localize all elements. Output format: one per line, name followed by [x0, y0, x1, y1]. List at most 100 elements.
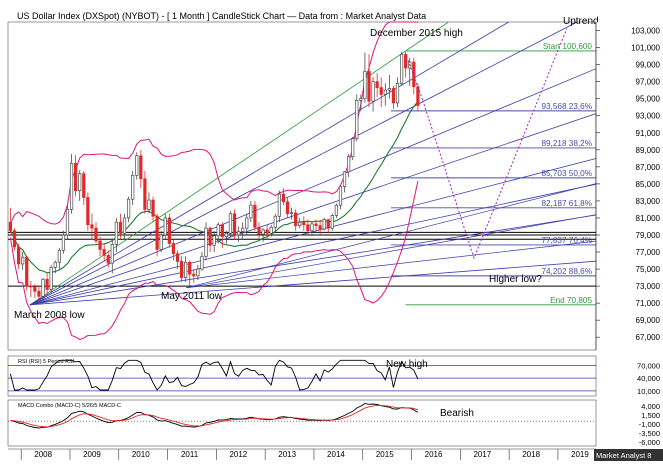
- price-tick-label: 91,000: [636, 129, 661, 138]
- annotation-label: Uptrend: [563, 16, 599, 27]
- price-tick-label: 69,000: [636, 316, 661, 325]
- candle-body: [16, 246, 21, 265]
- price-tick-label: 85,000: [636, 180, 661, 189]
- annotations: December 2015 high Uptrend Higher low? May …: [14, 16, 599, 321]
- candle-body: [379, 87, 383, 95]
- macd-panel: MACD Combo (MACD-C) 5/26/5 MACD-C 4,0001,…: [7, 399, 660, 447]
- time-tick-label: 2016: [425, 450, 443, 459]
- price-tick-label: 87,000: [636, 163, 661, 172]
- candle-body: [318, 225, 322, 230]
- candle-body: [53, 261, 57, 268]
- fib-level-label: Start 100,600: [543, 42, 593, 51]
- candle-body: [228, 213, 233, 234]
- candle-body: [155, 215, 159, 250]
- candle-body: [342, 171, 347, 187]
- candle-body: [261, 229, 265, 235]
- rsi-panel: RSI (RSI) 5 Period RSI 70,000 40,000 10,000…: [7, 355, 660, 397]
- fan-line: [29, 21, 449, 306]
- candle-body: [171, 243, 176, 255]
- rsi-tick-label: 10,000: [637, 387, 660, 396]
- fan-line: [29, 214, 597, 306]
- time-tick-label: 2008: [34, 450, 52, 459]
- rsi-frame: [7, 355, 597, 397]
- fan-line: [29, 183, 597, 306]
- candle-body: [90, 224, 94, 229]
- candle-body: [12, 230, 17, 248]
- annotation-label: May 2011 low: [161, 291, 223, 302]
- candle-body: [29, 285, 33, 288]
- candle-body: [391, 88, 396, 104]
- candle-body: [294, 212, 298, 226]
- candle-body: [338, 186, 343, 206]
- candle-body: [387, 88, 391, 91]
- candle-body: [8, 221, 13, 232]
- fan-line: [29, 158, 597, 306]
- candle-body: [347, 156, 351, 173]
- rsi-line: [9, 359, 419, 391]
- fib-level-label: 82,187 61,8%: [541, 199, 592, 208]
- candle-body: [404, 54, 408, 69]
- candle-body: [306, 224, 310, 232]
- candle-body: [102, 249, 106, 256]
- candle-body: [383, 89, 387, 95]
- price-tick-label: 75,000: [636, 265, 661, 274]
- price-tick-label: 71,000: [636, 299, 661, 308]
- candle-body: [114, 221, 118, 245]
- watermark-text: Market Analyst 8: [596, 451, 651, 460]
- macd-annotation: Bearish: [440, 408, 474, 419]
- fan-line: [29, 113, 597, 306]
- candle-body: [269, 226, 273, 234]
- candle-body: [82, 173, 86, 198]
- candle-body: [94, 227, 98, 242]
- candle-body: [363, 71, 367, 100]
- candle-body: [253, 204, 257, 228]
- macd-frame: [7, 399, 597, 447]
- candle-body: [314, 223, 318, 226]
- candle-body: [78, 173, 82, 192]
- candle-body: [37, 290, 41, 297]
- price-tick-label: 89,000: [636, 146, 661, 155]
- price-tick-label: 83,000: [636, 197, 661, 206]
- candle-body: [371, 81, 375, 102]
- watermark-bg: [594, 449, 663, 461]
- candle-body: [245, 217, 249, 229]
- candle-body: [216, 224, 220, 237]
- macd-label: MACD Combo (MACD-C) 5/26/5 MACD-C: [18, 403, 121, 409]
- price-tick-label: 93,000: [636, 112, 661, 121]
- annotation-label: March 2008 low: [14, 310, 85, 321]
- candle-body: [159, 234, 163, 250]
- macd-tick-label: 4,000: [641, 402, 660, 411]
- time-tick-label: 2010: [132, 450, 150, 459]
- candle-body: [65, 209, 70, 236]
- candle-body: [167, 217, 171, 244]
- annotation-label: December 2015 high: [370, 28, 463, 39]
- candle-body: [359, 98, 363, 101]
- candle-body: [25, 256, 29, 287]
- time-tick-label: 2011: [181, 450, 199, 459]
- price-tick-label: 101,000: [631, 44, 660, 53]
- price-tick-label: 103,000: [631, 27, 660, 36]
- candle-body: [188, 261, 192, 275]
- candle-body: [175, 253, 180, 262]
- candle-body: [302, 221, 306, 226]
- candle-body: [179, 261, 184, 278]
- price-tick-label: 67,000: [636, 333, 661, 342]
- candle-body: [285, 201, 290, 215]
- candle-body: [45, 278, 49, 290]
- candle-body: [69, 163, 74, 210]
- candle-body: [106, 255, 110, 264]
- candle-body: [367, 71, 371, 102]
- candle-body: [375, 81, 379, 88]
- candle-body: [122, 217, 127, 234]
- candle-body: [98, 240, 102, 250]
- candle-body: [33, 286, 37, 292]
- candle-body: [143, 178, 147, 210]
- candle-body: [86, 197, 90, 226]
- price-axis: 103,000 101,000 99,000 97,000 95,000 93,000 91…: [595, 22, 663, 350]
- candle-body: [399, 54, 404, 84]
- rsi-annotation: New high: [386, 359, 428, 370]
- fan-line: [186, 214, 597, 289]
- fib-level-label: End 70,805: [550, 296, 592, 305]
- candle-body: [241, 227, 245, 232]
